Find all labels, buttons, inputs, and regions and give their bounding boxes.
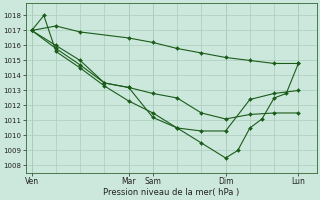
X-axis label: Pression niveau de la mer( hPa ): Pression niveau de la mer( hPa ) <box>103 188 239 197</box>
